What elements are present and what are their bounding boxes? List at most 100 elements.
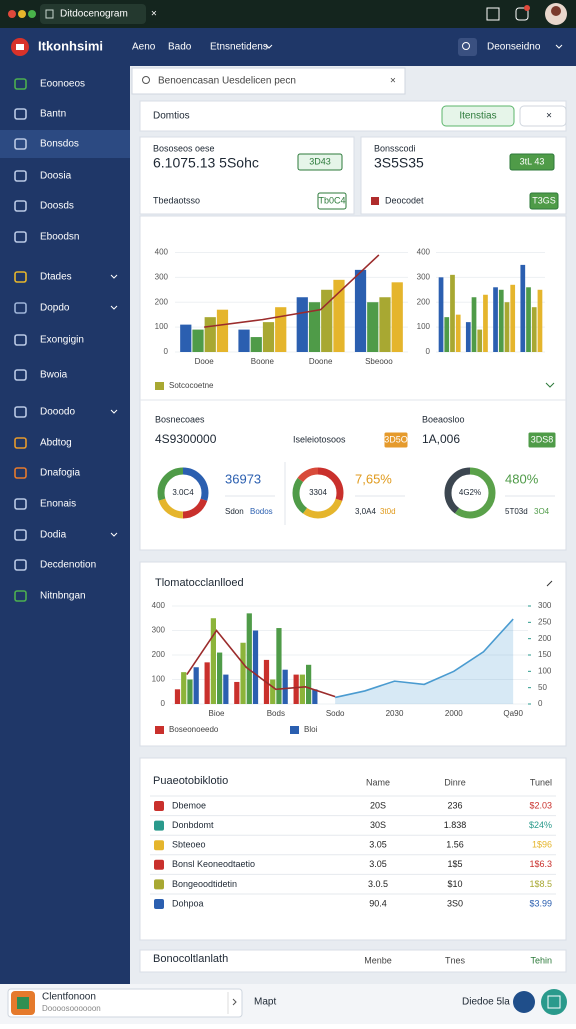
area-line: [334, 618, 514, 699]
search-button[interactable]: [458, 38, 477, 56]
table-cell: 1$8.5: [529, 879, 552, 889]
table-cell: 1$6.3: [529, 859, 552, 869]
bar: [306, 664, 312, 704]
donut-segment: [292, 467, 344, 519]
donut-segment: [292, 467, 344, 519]
bottom-link[interactable]: Mapt: [254, 997, 276, 1008]
sidebar-item[interactable]: Dnafogia: [40, 468, 80, 479]
sidebar-item[interactable]: Enonais: [40, 499, 76, 510]
sidebar-icon: [14, 369, 27, 381]
action-button[interactable]: [541, 989, 567, 1015]
tab-close[interactable]: ×: [151, 9, 157, 20]
y-tick-label: 400: [155, 248, 169, 257]
sidebar-item[interactable]: Nitnbngan: [40, 591, 86, 602]
sidebar-icon: [14, 170, 27, 182]
table-header: Name: [366, 777, 390, 787]
sidebar-item[interactable]: Bonsdos: [40, 139, 79, 150]
search-clear[interactable]: ×: [390, 76, 396, 87]
table-card: [139, 757, 567, 941]
badge: [317, 192, 347, 210]
nav-link[interactable]: Etnsnetidens: [210, 42, 268, 53]
ext-icon[interactable]: [515, 7, 529, 21]
bar: [216, 309, 229, 352]
kpi-sub: Deocodet: [385, 195, 424, 205]
sidebar-item[interactable]: Dooodo: [40, 407, 75, 418]
browser-tab[interactable]: [40, 4, 146, 24]
avatar-face: [551, 6, 561, 16]
brand: Itkonhsimi: [38, 38, 103, 53]
summary-label: Bosnecoaes: [155, 414, 205, 424]
y2-tick-label: 150: [538, 650, 552, 659]
x-tick-label: 2030: [386, 709, 404, 718]
nav-link[interactable]: Bado: [168, 42, 192, 53]
badge: [527, 431, 557, 449]
expand-icon[interactable]: [545, 382, 555, 388]
y2-tick-label: 50: [538, 683, 547, 692]
badge: [509, 153, 555, 171]
row-icon: [154, 820, 164, 831]
bar: [187, 679, 193, 704]
action-button[interactable]: [513, 991, 535, 1013]
sidebar-item[interactable]: Eboodsn: [40, 232, 79, 243]
chevron: [555, 44, 563, 49]
y2-tick-label: 100: [538, 666, 552, 675]
sidebar-item[interactable]: Doosia: [40, 171, 72, 182]
close-button[interactable]: [519, 105, 567, 127]
nav-link[interactable]: Aeno: [132, 42, 156, 53]
sidebar-item[interactable]: Dopdo: [40, 303, 70, 314]
sidebar-item[interactable]: Abdtog: [40, 438, 72, 449]
table-cell: $2.03: [529, 800, 552, 810]
ext-icon[interactable]: [486, 7, 500, 21]
bar: [293, 674, 299, 704]
bar: [493, 287, 498, 352]
y2-tick-label: 200: [538, 634, 552, 643]
bar: [455, 314, 461, 352]
sidebar-item[interactable]: Doosds: [40, 201, 74, 212]
bar: [270, 679, 276, 704]
table-cell: Donbdomt: [172, 820, 214, 830]
sidebar-item[interactable]: Dodia: [40, 530, 67, 541]
area: [335, 619, 514, 704]
bar: [444, 317, 450, 352]
sidebar-active: [0, 130, 130, 158]
bar: [531, 307, 537, 352]
sidebar-item[interactable]: Exongigin: [40, 335, 84, 346]
sidebar-item[interactable]: Decdenotion: [40, 560, 96, 571]
donut-value: 7,65%: [355, 471, 392, 486]
kpi-label: Bososeos oese: [153, 143, 215, 153]
x-tick-label: 2000: [445, 709, 463, 718]
table-header: Tunel: [530, 777, 552, 787]
bar: [204, 662, 210, 704]
summary-value: 1A,006: [422, 432, 460, 446]
row-icon: [154, 859, 164, 870]
primary-button[interactable]: [441, 105, 515, 127]
table-cell: Sbteoeo: [172, 840, 206, 850]
sidebar-item[interactable]: Eoonoeos: [40, 79, 85, 90]
badge-label: T3GS: [532, 195, 556, 205]
account-menu[interactable]: Deonseidno: [487, 42, 541, 53]
chevron: [110, 532, 118, 537]
sidebar-icon: [14, 590, 27, 602]
sidebar-item[interactable]: Dtades: [40, 272, 72, 283]
bottom-input-text: Clentfonoon: [42, 992, 96, 1003]
bar: [275, 307, 287, 352]
search-icon: [462, 42, 470, 50]
bar: [526, 287, 531, 352]
table-header: Menbe: [364, 955, 392, 965]
logo-mark: [16, 44, 24, 50]
badge-label: 3tL 43: [520, 156, 545, 166]
donut-segment: [444, 467, 496, 519]
y-tick-label: 100: [152, 675, 166, 684]
badge-label: 3D43: [309, 156, 331, 166]
sidebar-item[interactable]: Bantn: [40, 109, 66, 120]
kpi-value: 3S5S35: [374, 155, 424, 171]
expand-icon[interactable]: [546, 580, 553, 587]
bar: [223, 674, 229, 704]
row-icon: [154, 840, 164, 851]
search-placeholder: Benoencasan Uesdelicen pecn: [158, 76, 296, 87]
sidebar-item[interactable]: Bwoia: [40, 370, 68, 381]
bottom-input[interactable]: [7, 988, 243, 1018]
search-box[interactable]: [131, 67, 406, 95]
table-title: Puaeotobiklotio: [153, 775, 228, 787]
tab-icon: [45, 9, 54, 19]
